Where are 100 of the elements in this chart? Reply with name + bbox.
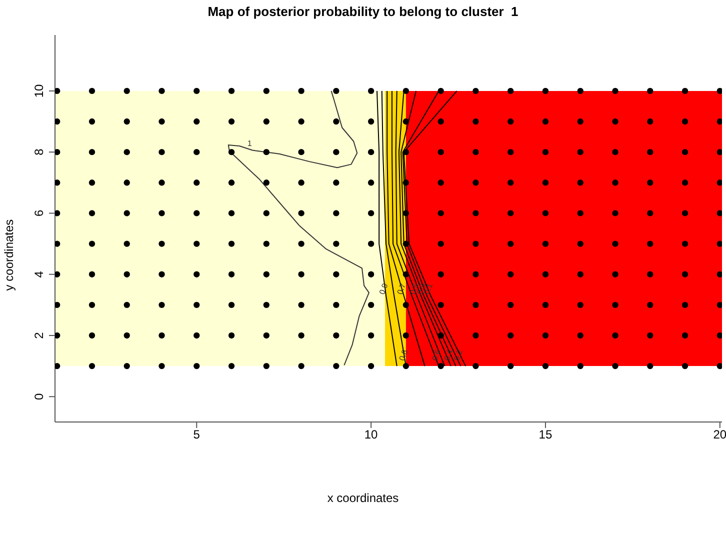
point	[228, 148, 235, 156]
point	[55, 302, 60, 308]
point	[228, 332, 235, 339]
point	[438, 118, 444, 125]
point	[647, 240, 654, 247]
point	[612, 118, 618, 125]
point	[716, 362, 722, 370]
point	[438, 302, 444, 308]
point	[228, 210, 235, 216]
y-axis-title: y coordinates	[2, 218, 16, 293]
point	[542, 240, 549, 247]
point	[472, 118, 479, 125]
point	[194, 118, 200, 125]
point	[298, 118, 304, 125]
point	[612, 88, 618, 94]
point	[577, 210, 584, 216]
point	[716, 148, 722, 156]
point	[368, 362, 374, 370]
point	[194, 362, 200, 370]
point	[612, 271, 618, 278]
point	[647, 332, 654, 339]
point	[508, 180, 514, 186]
point	[124, 302, 130, 308]
point	[472, 362, 479, 370]
point	[158, 210, 165, 216]
point	[263, 362, 270, 370]
point	[402, 118, 410, 125]
point	[472, 180, 479, 186]
y-tick-label: 6	[32, 210, 46, 217]
point	[542, 148, 549, 156]
point	[263, 302, 270, 308]
text: 0.2	[452, 348, 465, 362]
point	[647, 88, 654, 94]
point	[647, 362, 654, 370]
point	[298, 271, 304, 278]
point	[472, 271, 479, 278]
point	[508, 148, 514, 156]
point	[298, 180, 304, 186]
point	[194, 271, 200, 278]
point	[194, 210, 200, 216]
point	[647, 210, 654, 216]
y-tick-label: 4	[32, 270, 46, 278]
point	[577, 271, 584, 278]
point	[472, 332, 479, 339]
point	[298, 88, 304, 94]
point	[716, 118, 722, 125]
point	[612, 210, 618, 216]
point	[298, 148, 304, 156]
point	[263, 118, 270, 125]
point	[577, 148, 584, 156]
point	[368, 118, 374, 125]
point	[682, 271, 688, 278]
point	[368, 88, 374, 94]
point	[508, 362, 514, 370]
point	[647, 271, 654, 278]
point	[298, 362, 304, 370]
point	[402, 271, 410, 278]
point	[682, 332, 688, 339]
point	[124, 271, 130, 278]
point	[647, 180, 654, 186]
x-tick-label: 5	[193, 428, 200, 442]
point	[124, 118, 130, 125]
text: 0.9	[378, 282, 390, 296]
point	[263, 88, 270, 94]
point	[158, 148, 165, 156]
point	[542, 332, 549, 339]
point	[55, 88, 60, 94]
point	[88, 271, 96, 278]
text: 0.8	[397, 348, 410, 362]
point	[577, 240, 584, 247]
x-axis-title: x coordinates	[326, 491, 400, 505]
y-tick-label: 2	[32, 332, 46, 339]
point	[55, 210, 60, 216]
point	[508, 240, 514, 247]
point	[88, 240, 96, 247]
point	[124, 180, 130, 186]
point	[228, 240, 235, 247]
point	[402, 302, 410, 308]
point	[716, 240, 722, 247]
point	[577, 118, 584, 125]
point	[88, 180, 96, 186]
point	[55, 180, 60, 186]
point	[194, 240, 200, 247]
point	[716, 332, 722, 339]
point	[228, 88, 235, 94]
series-label: 1	[247, 138, 252, 148]
x-tick-label: 20	[713, 428, 726, 442]
point	[298, 210, 304, 216]
point	[88, 88, 96, 94]
point	[124, 88, 130, 94]
point	[542, 302, 549, 308]
point	[55, 271, 60, 278]
point	[194, 332, 200, 339]
point	[263, 332, 270, 339]
point	[158, 240, 165, 247]
point	[88, 362, 96, 370]
point	[542, 180, 549, 186]
point	[438, 362, 444, 370]
point	[228, 362, 235, 370]
point	[577, 180, 584, 186]
